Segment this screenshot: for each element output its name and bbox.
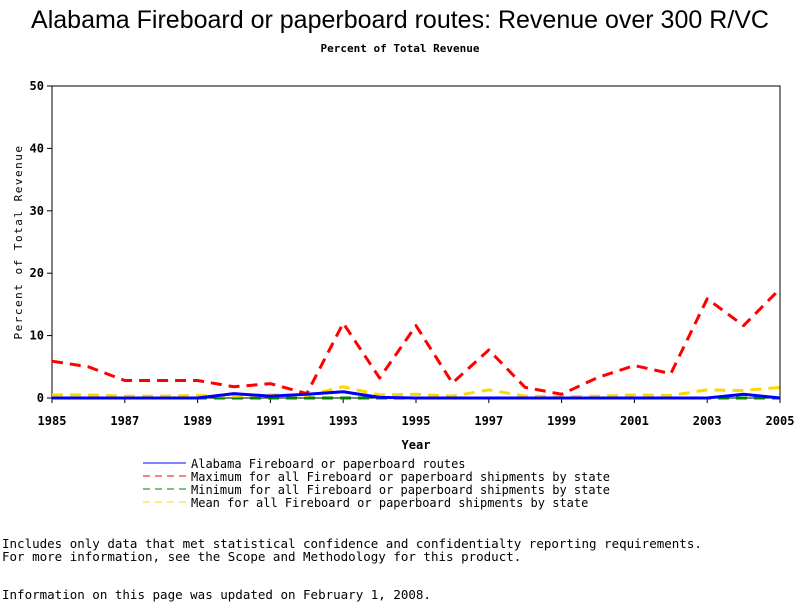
legend-label-2: Minimum for all Fireboard or paperboard … [191, 483, 610, 497]
chart-subtitle: Percent of Total Revenue [320, 42, 480, 55]
x-tick-label: 1997 [474, 414, 503, 428]
plot-area-frame [51, 85, 781, 399]
y-tick-label: 40 [30, 141, 44, 155]
x-tick-label: 1991 [256, 414, 285, 428]
footnote-line-1: Includes only data that met statistical … [2, 536, 702, 551]
x-tick-label: 1993 [329, 414, 358, 428]
chart-plot: 0 10 20 30 40 50 1985 1987 1989 1991 1993 1995 1997… [12, 79, 795, 510]
y-tick-label: 50 [30, 79, 44, 93]
x-tick-label: 1999 [547, 414, 576, 428]
y-tick-label: 30 [30, 204, 44, 218]
x-tick-label: 1989 [183, 414, 212, 428]
y-tick-label: 20 [30, 266, 44, 280]
chart-title: Alabama Fireboard or paperboard routes: … [31, 6, 769, 34]
footnote-line-2: For more information, see the Scope and … [2, 549, 522, 564]
x-tick-label: 2001 [620, 414, 649, 428]
x-tick-label: 1985 [38, 414, 67, 428]
series-line-1 [51, 287, 782, 396]
series-line-3 [52, 385, 781, 399]
y-axis-label: Percent of Total Revenue [12, 145, 25, 340]
x-tick-label: 2005 [766, 414, 795, 428]
y-tick-label: 0 [37, 391, 44, 405]
x-tick-label: 2003 [693, 414, 722, 428]
legend-label-1: Maximum for all Fireboard or paperboard … [191, 470, 610, 484]
y-tick-label: 10 [30, 329, 44, 343]
x-tick-label: 1995 [402, 414, 431, 428]
series-line-0 [52, 390, 781, 400]
x-tick-label: 1987 [110, 414, 139, 428]
x-axis-label: Year [402, 438, 431, 452]
update-note: Information on this page was updated on … [2, 587, 431, 602]
legend-label-0: Alabama Fireboard or paperboard routes [191, 457, 466, 471]
legend-label-3: Mean for all Fireboard or paperboard shi… [191, 496, 588, 510]
